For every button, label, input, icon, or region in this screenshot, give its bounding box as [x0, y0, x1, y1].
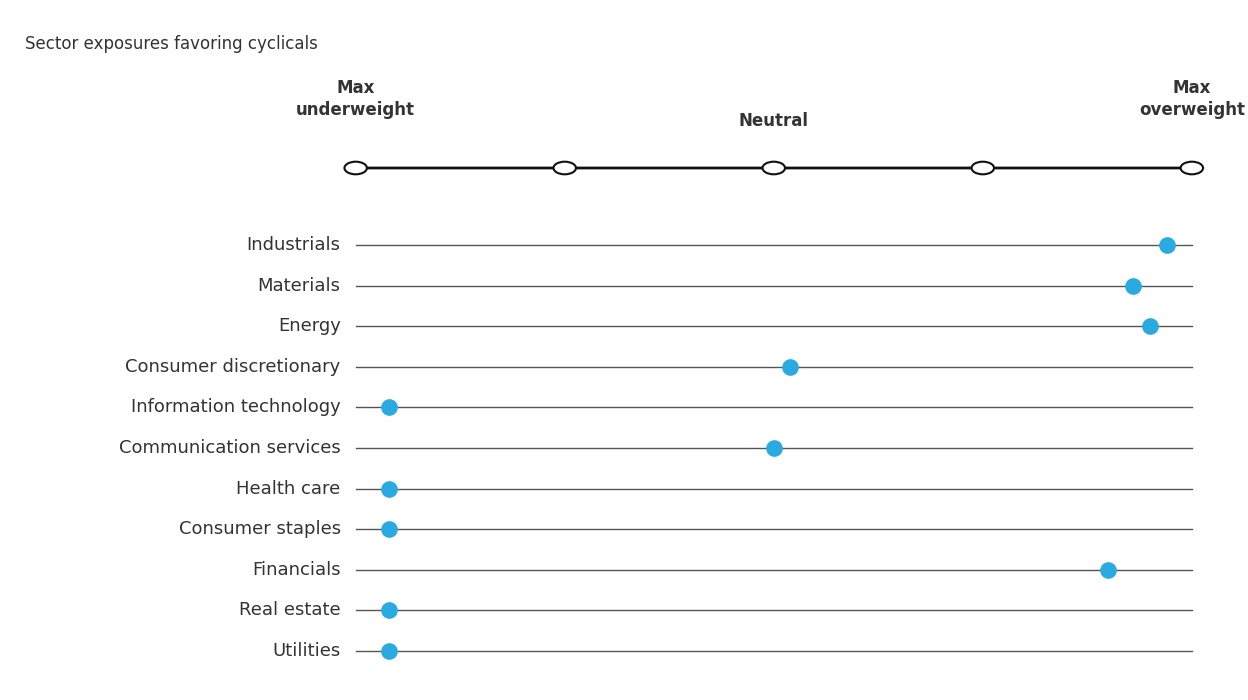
Text: Health care: Health care — [236, 480, 341, 498]
Circle shape — [344, 162, 367, 174]
Text: Max
underweight: Max underweight — [296, 79, 416, 119]
Text: Sector exposures favoring cyclicals: Sector exposures favoring cyclicals — [25, 35, 318, 53]
Circle shape — [553, 162, 575, 174]
Text: Communication services: Communication services — [119, 439, 341, 457]
Text: Industrials: Industrials — [247, 236, 341, 254]
Circle shape — [1181, 162, 1203, 174]
Text: Materials: Materials — [257, 276, 341, 295]
Text: Consumer discretionary: Consumer discretionary — [126, 358, 341, 376]
Circle shape — [971, 162, 993, 174]
Text: Financials: Financials — [252, 561, 341, 579]
Text: Information technology: Information technology — [131, 398, 341, 416]
Text: Consumer staples: Consumer staples — [178, 520, 341, 538]
Text: Real estate: Real estate — [240, 601, 341, 620]
Text: Utilities: Utilities — [272, 642, 341, 660]
Text: Energy: Energy — [278, 317, 341, 335]
Circle shape — [763, 162, 785, 174]
Text: Max
overweight: Max overweight — [1139, 79, 1244, 119]
Text: Neutral: Neutral — [739, 111, 809, 130]
